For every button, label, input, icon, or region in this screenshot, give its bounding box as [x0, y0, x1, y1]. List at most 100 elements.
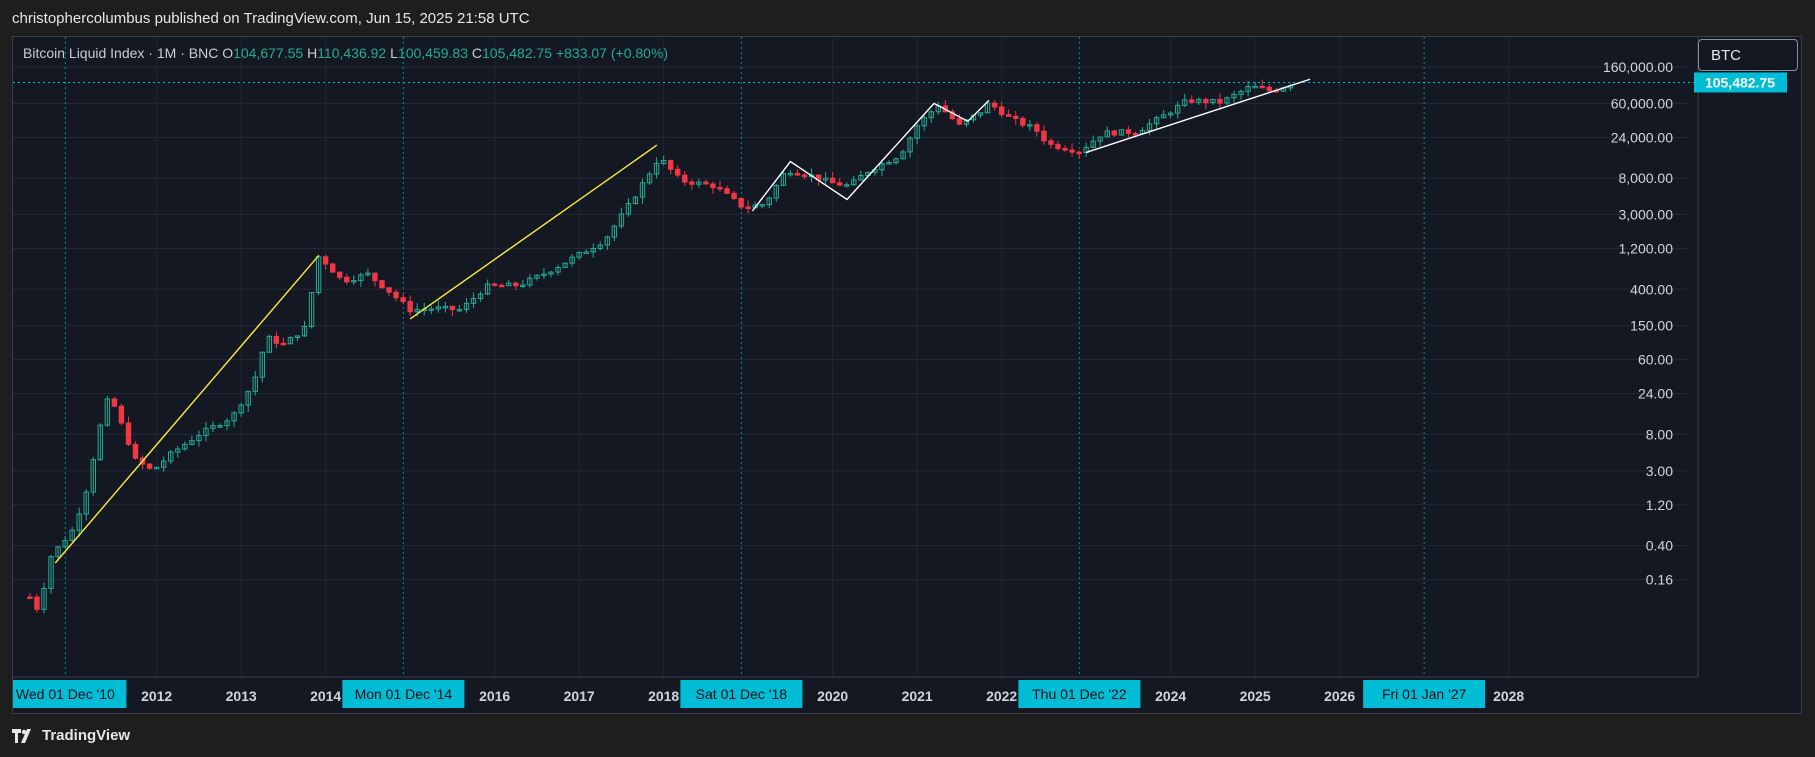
candle-body	[55, 546, 61, 558]
candle-body	[1125, 129, 1132, 134]
candle-body	[1062, 147, 1068, 151]
candle-body	[34, 596, 40, 610]
x-tick-label: 2016	[479, 688, 510, 704]
candle-body	[146, 463, 153, 469]
candle-body	[991, 102, 998, 108]
candle-body	[97, 424, 104, 461]
date-marker-badge-bg	[1363, 680, 1486, 708]
candle-body	[597, 244, 603, 249]
candle-body	[1259, 85, 1265, 89]
candle-body	[1083, 146, 1089, 154]
candle-body	[766, 197, 772, 206]
candle-body	[491, 283, 498, 287]
candle-body	[667, 160, 674, 170]
candle-body	[717, 186, 723, 190]
trendlines[interactable]	[54, 78, 1311, 564]
x-tick-label: 2022	[986, 688, 1017, 704]
candle-body	[252, 376, 258, 392]
candle-body	[1034, 124, 1040, 132]
candle-body	[442, 305, 449, 309]
date-marker-badge-bg	[342, 680, 465, 708]
candle-body	[435, 306, 442, 310]
tradingview-logo[interactable]: TradingView	[12, 727, 130, 744]
y-tick-label: 160,000.00	[1603, 59, 1673, 75]
candle-body	[280, 342, 287, 346]
y-tick-label: 60.00	[1638, 352, 1673, 368]
candle-body	[1048, 140, 1054, 145]
candle-body	[393, 291, 399, 299]
candle-body	[1027, 124, 1033, 127]
y-tick-label: 1.20	[1646, 497, 1673, 513]
candle-body	[301, 326, 308, 337]
y-tick-label: 400.00	[1630, 281, 1673, 297]
candle-body	[76, 513, 82, 531]
time-axis[interactable]: 2012 2013 2014 2016 2017 2018 2020 2021 2022 2024…	[13, 676, 1698, 708]
candle-body	[745, 206, 751, 209]
candle-body	[498, 284, 505, 288]
chart-pane[interactable]: 160,000.00 60,000.00 24,000.00 8,000.00 3,00…	[12, 36, 1802, 714]
candle-body	[456, 308, 463, 312]
date-marker-badge-bg	[13, 680, 127, 708]
candle-body	[189, 440, 195, 445]
candle-body	[1196, 98, 1202, 103]
candle-body	[1069, 149, 1075, 153]
candle-body	[1174, 104, 1181, 114]
date-marker-label: Sat 01 Dec '18	[696, 686, 788, 702]
candle-body	[428, 308, 434, 311]
candle-body	[977, 112, 984, 116]
candle-body	[1182, 99, 1188, 106]
y-tick-label: 60,000.00	[1611, 95, 1673, 111]
candle-body	[111, 398, 118, 407]
candle-body	[125, 422, 132, 445]
date-marker-lines	[64, 37, 1425, 677]
candle-body	[41, 587, 47, 610]
candle-body	[344, 276, 350, 283]
candle-body	[928, 111, 934, 119]
symbol-search-box[interactable]: BTC	[1698, 39, 1798, 71]
candle-body	[477, 293, 484, 299]
candle-body	[1266, 86, 1272, 91]
candle-body	[527, 277, 533, 286]
candle-body	[1153, 117, 1160, 125]
y-tick-label: 3.00	[1646, 463, 1673, 479]
candle-body	[379, 280, 385, 289]
candle-body	[175, 448, 181, 453]
candle-body	[886, 162, 892, 165]
open-value: 104,677.55	[233, 45, 304, 61]
candle-body	[308, 292, 315, 328]
candle-body	[463, 302, 470, 310]
candle-body	[372, 272, 378, 282]
candle-body	[1210, 98, 1216, 104]
candle-body	[583, 251, 589, 254]
candle-body	[907, 137, 913, 153]
grid-layer	[13, 37, 1688, 677]
candle-body	[245, 390, 251, 406]
candle-body	[998, 106, 1005, 116]
x-tick-label: 2014	[310, 688, 341, 704]
candle-body	[696, 181, 702, 185]
candle-body	[196, 435, 202, 442]
candle-body	[1132, 132, 1139, 136]
date-marker-label: Fri 01 Jan '27	[1382, 686, 1467, 702]
candle-body	[639, 182, 646, 198]
candle-body	[604, 236, 611, 246]
yellow-trendline	[409, 144, 658, 320]
price-chart[interactable]: 160,000.00 60,000.00 24,000.00 8,000.00 3,00…	[13, 37, 1801, 713]
candle-body	[893, 158, 899, 164]
candle-body	[689, 181, 695, 185]
candle-body	[625, 203, 632, 215]
candle-body	[632, 196, 639, 205]
tradingview-logo-text: TradingView	[42, 727, 131, 744]
candle-body	[520, 284, 526, 287]
candle-body	[470, 297, 477, 304]
candle-body	[949, 111, 956, 120]
candle-body	[48, 556, 54, 589]
y-tick-label: 1,200.00	[1619, 241, 1674, 257]
close-label: C	[471, 45, 482, 61]
price-axis[interactable]: 160,000.00 60,000.00 24,000.00 8,000.00 3,00…	[1603, 37, 1787, 677]
white-trendline	[1085, 78, 1311, 154]
y-tick-label: 150.00	[1630, 318, 1673, 334]
candle-body	[879, 163, 885, 171]
candle-body	[682, 174, 688, 183]
candle-body	[160, 460, 167, 468]
